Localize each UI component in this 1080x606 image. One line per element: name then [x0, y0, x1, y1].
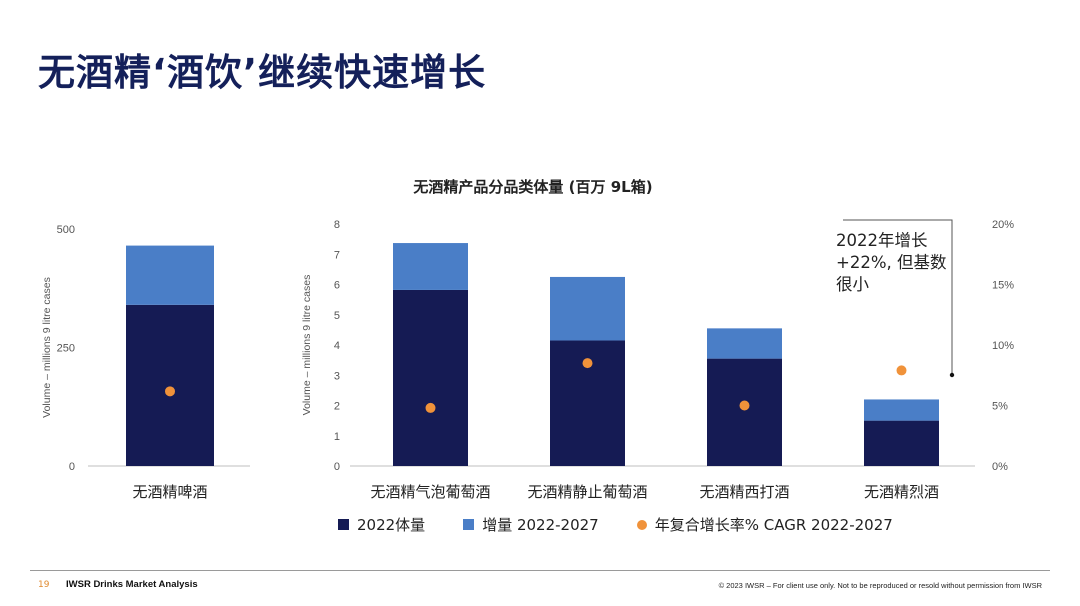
- annotation-callout-line: [843, 219, 953, 374]
- bar-base-2022: [393, 289, 468, 466]
- bar-growth-2022-2027: [864, 399, 939, 421]
- annotation-callout-dot: [949, 372, 955, 378]
- bar-base-2022: [864, 420, 939, 466]
- y2-tick-label: 15%: [992, 280, 1014, 292]
- y-tick-label-c1: 6: [334, 280, 340, 292]
- category-label: 无酒精啤酒: [132, 483, 207, 501]
- y2-tick-label: 10%: [992, 340, 1014, 352]
- annotation-line-2: +22%, 但基数: [836, 253, 947, 272]
- cagr-dot: [425, 402, 436, 413]
- y-axis-label-c1: Volume – millions 9 litre cases: [301, 275, 313, 416]
- y2-tick-label: 5%: [992, 401, 1008, 413]
- legend-dot-cagr: [636, 519, 647, 530]
- category-label: 无酒精静止葡萄酒: [527, 483, 647, 501]
- chart-title: 无酒精产品分品类体量 (百万 9L箱): [412, 178, 652, 196]
- bar-base-2022: [707, 358, 782, 466]
- annotation-line-3: 很小: [836, 275, 869, 294]
- footer-copyright: © 2023 IWSR – For client use only. Not t…: [718, 581, 1042, 590]
- y-tick-label-c1: 0: [334, 461, 340, 473]
- legend-swatch-base: [338, 519, 349, 530]
- bar-growth-2022-2027: [707, 328, 782, 359]
- y-tick-label-c1: 8: [334, 219, 340, 231]
- y-tick-label-c1: 2: [334, 401, 340, 413]
- category-label: 无酒精西打酒: [699, 483, 789, 501]
- bar-base-2022: [126, 304, 214, 466]
- page-title: 无酒精‘酒饮’继续快速增长: [38, 51, 487, 94]
- y-tick-label-c1: 7: [334, 249, 340, 261]
- legend-item-growth: 增量 2022-2027: [463, 514, 599, 535]
- legend-label-cagr: 年复合增长率% CAGR 2022-2027: [654, 516, 893, 534]
- y-tick-label-c0: 0: [69, 461, 75, 473]
- y-tick-label-c0: 250: [57, 343, 75, 355]
- legend-item-cagr: 年复合增长率% CAGR 2022-2027: [636, 514, 893, 535]
- y2-tick-label: 0%: [992, 461, 1008, 473]
- bar-growth-2022-2027: [393, 243, 468, 290]
- legend-label-growth: 增量 2022-2027: [482, 516, 599, 534]
- legend-label-base: 2022体量: [357, 516, 426, 534]
- y-tick-label-c1: 1: [334, 431, 340, 443]
- annotation-line-1: 2022年增长: [836, 231, 928, 250]
- category-label: 无酒精气泡葡萄酒: [370, 483, 490, 501]
- cagr-dot: [896, 365, 907, 376]
- cagr-dot: [165, 386, 175, 397]
- y2-tick-label: 20%: [992, 219, 1014, 231]
- bar-growth-2022-2027: [550, 276, 625, 341]
- y-tick-label-c0: 500: [57, 224, 75, 236]
- category-label: 无酒精烈酒: [864, 483, 939, 501]
- y-tick-label-c1: 4: [334, 340, 340, 352]
- bar-growth-2022-2027: [126, 245, 214, 305]
- page-number: 19: [38, 580, 50, 590]
- footer-brand: IWSR Drinks Market Analysis: [66, 579, 198, 590]
- footer-divider: [30, 570, 1050, 571]
- chart-legend: 2022体量 增量 2022-2027 年复合增长率% CAGR 2022-20…: [338, 514, 931, 535]
- legend-swatch-growth: [463, 519, 475, 530]
- legend-item-base: 2022体量: [338, 514, 425, 535]
- y-tick-label-c1: 5: [334, 310, 340, 322]
- y-tick-label-c1: 3: [334, 370, 340, 382]
- y-axis-label-c0: Volume – millions 9 litre cases: [41, 277, 53, 418]
- cagr-dot: [582, 358, 593, 369]
- cagr-dot: [739, 400, 750, 411]
- growth-annotation: 2022年增长 +22%, 但基数 很小: [836, 230, 947, 296]
